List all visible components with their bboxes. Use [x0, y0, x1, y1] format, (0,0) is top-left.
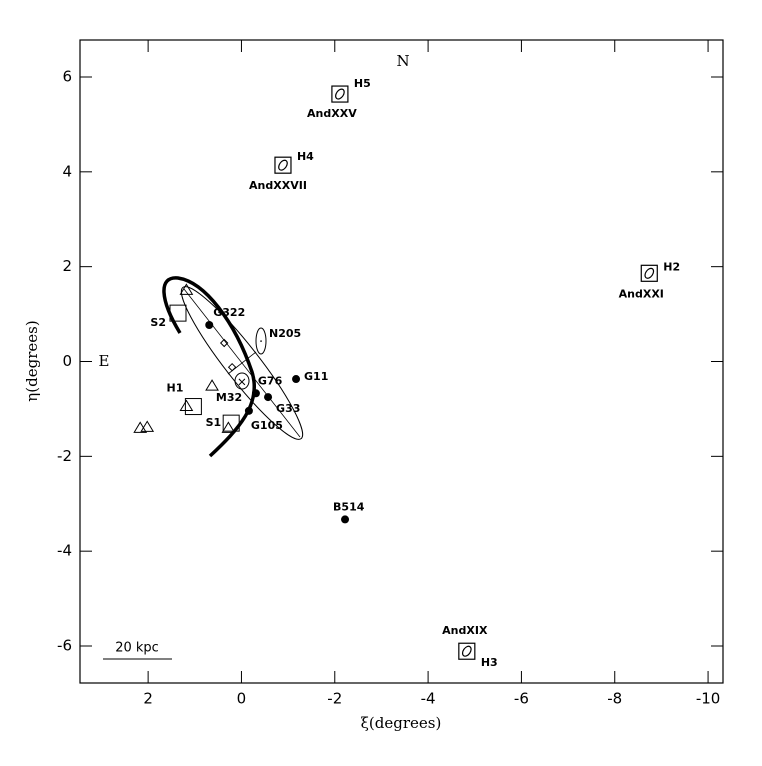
field-square [222, 414, 240, 432]
y-axis-label: η(degrees) [23, 320, 41, 401]
plot-frame [79, 39, 724, 684]
n205-outline [255, 327, 267, 355]
dwarf-box [331, 85, 349, 103]
y-tick-label: -6 [57, 637, 72, 655]
x-tick-label: -4 [421, 690, 436, 708]
triangle-marker [179, 399, 194, 412]
dwarf-name: AndXXI [619, 287, 664, 300]
x-tick-label: -2 [327, 690, 342, 708]
m31-model [162, 276, 304, 458]
cluster-dot [292, 375, 301, 384]
dwarf-ellipse [335, 88, 345, 100]
giant-stream [162, 276, 257, 458]
diamond-marker [227, 362, 237, 372]
y-tick-label: 4 [62, 162, 72, 180]
dwarf-box [458, 642, 476, 660]
triangle-marker [140, 420, 155, 432]
point-label: B514 [333, 500, 365, 513]
cluster-dot [244, 406, 253, 415]
point-label: M32 [216, 391, 242, 404]
dwarf-ellipse [278, 159, 288, 171]
scale-bar-label: 20 kpc [115, 641, 159, 656]
m32-outline [234, 372, 250, 390]
dwarf-ellipse [461, 645, 472, 657]
cluster-dot [205, 320, 214, 329]
point-label: G322 [213, 306, 245, 319]
x-axis-label: ξ(degrees) [361, 714, 442, 732]
point-label: H3 [481, 656, 498, 669]
dwarf-name: AndXIX [442, 624, 488, 637]
diamond-marker [219, 338, 229, 348]
dwarf-name: AndXXV [307, 107, 357, 120]
point-label: H1 [167, 382, 184, 395]
dwarf-box [274, 156, 292, 174]
cluster-dot [341, 515, 350, 524]
y-tick-label: 2 [62, 257, 72, 275]
point-label: H5 [354, 77, 371, 90]
point-label: S1 [206, 416, 222, 429]
triangle-marker [205, 379, 219, 391]
point-label: G76 [258, 374, 283, 387]
point-label: G105 [251, 419, 283, 432]
x-tick-label: -10 [696, 690, 721, 708]
dwarf-ellipse [644, 267, 655, 279]
point-label: G11 [304, 370, 328, 383]
x-tick-label: 2 [143, 690, 153, 708]
dwarf-name: AndXXVII [249, 179, 307, 192]
point-label: N205 [269, 327, 301, 340]
point-label: H2 [663, 260, 680, 273]
dwarf-box [640, 264, 658, 282]
point-label: G33 [276, 402, 300, 415]
y-tick-label: 6 [62, 67, 72, 85]
x-tick-label: -6 [514, 690, 529, 708]
y-tick-label: 0 [62, 352, 72, 370]
cluster-dot [251, 389, 260, 398]
y-tick-label: -2 [57, 447, 72, 465]
center-marker [260, 340, 262, 342]
x-tick-label: -8 [607, 690, 622, 708]
triangle-marker [133, 421, 148, 433]
triangle-marker [221, 421, 236, 433]
point-label: H4 [297, 150, 314, 163]
field-square [184, 398, 202, 416]
point-label: S2 [150, 316, 166, 329]
cross-marker [238, 378, 246, 386]
cluster-dot [264, 393, 273, 402]
y-tick-label: -4 [57, 542, 72, 560]
triangle-marker [179, 283, 194, 295]
compass-north: N [396, 52, 409, 70]
x-tick-label: 0 [237, 690, 247, 708]
compass-east: E [99, 352, 110, 370]
field-square [169, 304, 187, 322]
